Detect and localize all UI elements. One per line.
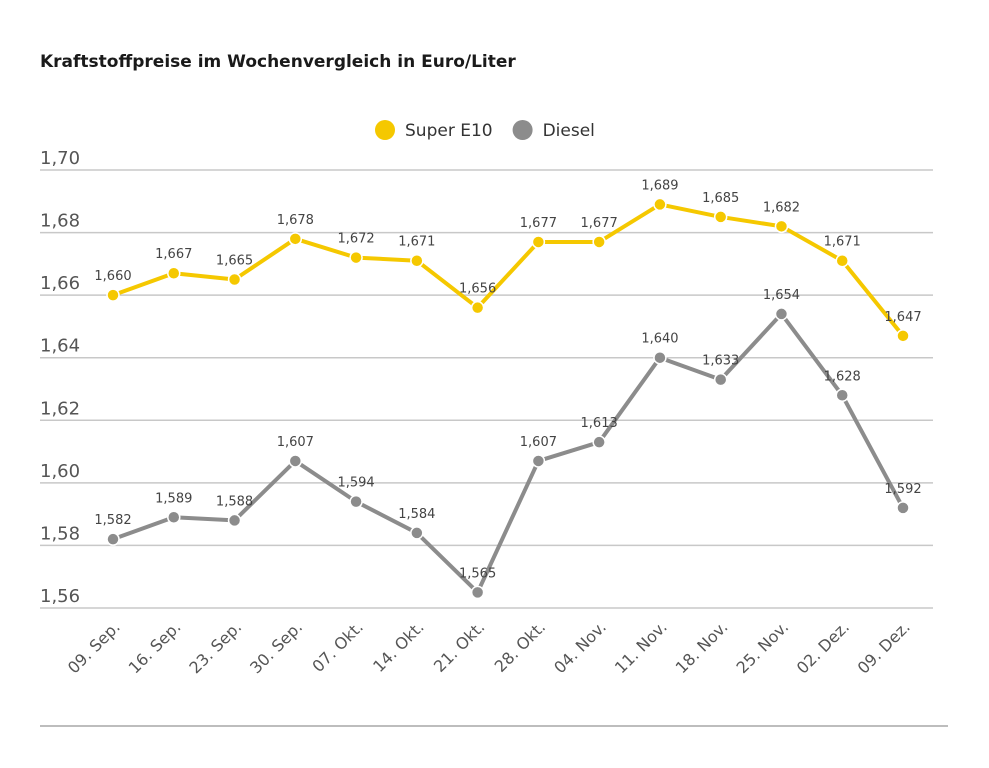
x-tick-label: 09. Sep. <box>64 617 124 677</box>
x-axis: 09. Sep. 16. Sep. 23. Sep. 30. Sep. 07. Okt.… <box>64 617 914 677</box>
data-point <box>774 307 789 321</box>
data-label: 1,565 <box>459 566 496 581</box>
data-point <box>227 513 242 528</box>
data-point <box>531 454 546 468</box>
data-point <box>653 197 667 212</box>
data-label: 1,665 <box>216 254 253 269</box>
data-label: 1,656 <box>459 282 496 297</box>
data-label: 1,677 <box>520 216 557 231</box>
data-point <box>349 494 363 509</box>
data-label: 1,672 <box>337 232 374 247</box>
chart-title: Kraftstoffpreise im Wochenvergleich in E… <box>40 52 516 72</box>
data-point <box>835 253 849 268</box>
data-label: 1,682 <box>763 200 800 215</box>
data-point <box>470 585 485 600</box>
x-tick-label: 02. Dez. <box>793 617 853 677</box>
data-label: 1,607 <box>277 435 314 450</box>
data-point <box>713 372 728 387</box>
x-tick-label: 30. Sep. <box>246 617 306 677</box>
data-point <box>227 272 242 287</box>
data-point <box>592 435 606 449</box>
data-point <box>653 350 667 365</box>
data-point <box>774 219 789 234</box>
data-label: 1,582 <box>94 513 131 528</box>
data-point <box>106 532 120 546</box>
y-tick-label: 1,56 <box>40 586 80 607</box>
data-label: 1,640 <box>641 332 678 347</box>
x-tick-label: 16. Sep. <box>125 617 185 677</box>
series-diesel: 1,582 1,589 1,588 1,607 1,594 1,584 1,565 1,607… <box>94 288 922 600</box>
x-tick-label: 25. Nov. <box>732 617 792 677</box>
x-tick-label: 21. Okt. <box>430 617 489 676</box>
data-label: 1,588 <box>216 494 253 509</box>
data-point <box>835 388 849 403</box>
x-tick-label: 11. Nov. <box>611 617 671 677</box>
data-label: 1,647 <box>884 310 921 325</box>
data-point <box>167 266 181 280</box>
series-line <box>112 311 905 595</box>
y-tick-label: 1,58 <box>40 523 80 544</box>
data-point <box>288 232 303 246</box>
data-point <box>592 235 606 249</box>
x-tick-label: 09. Dez. <box>854 617 914 677</box>
grid: 1,70 1,68 1,66 1,64 1,62 1,60 1,58 1,56 <box>40 148 933 609</box>
y-tick-label: 1,68 <box>40 211 80 232</box>
data-point <box>106 288 120 302</box>
data-point <box>167 510 181 525</box>
y-tick-label: 1,60 <box>40 461 80 482</box>
x-tick-label: 23. Sep. <box>185 617 245 677</box>
data-label: 1,589 <box>155 491 192 506</box>
y-tick-label: 1,62 <box>40 398 80 419</box>
data-point <box>410 253 424 268</box>
data-point <box>349 250 363 265</box>
data-label: 1,671 <box>824 235 861 250</box>
legend: Super E10 Diesel <box>375 120 595 141</box>
data-label: 1,667 <box>155 247 192 262</box>
x-tick-label: 07. Okt. <box>308 617 367 676</box>
y-tick-label: 1,66 <box>40 273 80 294</box>
data-label: 1,654 <box>763 288 800 303</box>
data-point <box>288 454 303 468</box>
data-label: 1,677 <box>581 216 618 231</box>
data-label: 1,594 <box>337 476 374 491</box>
x-tick-label: 04. Nov. <box>550 617 610 677</box>
legend-label: Super E10 <box>405 121 493 141</box>
series-super-e10: 1,660 1,667 1,665 1,678 1,672 1,671 1,656 1,677… <box>94 178 922 343</box>
x-tick-label: 18. Nov. <box>672 617 732 677</box>
x-tick-label: 14. Okt. <box>369 617 428 676</box>
legend-marker <box>375 120 395 140</box>
legend-label: Diesel <box>543 121 595 141</box>
data-label: 1,660 <box>94 269 131 284</box>
data-label: 1,592 <box>884 482 921 497</box>
data-label: 1,671 <box>398 235 435 250</box>
data-label: 1,628 <box>824 369 861 384</box>
series-line <box>112 202 905 338</box>
series: 1,660 1,667 1,665 1,678 1,672 1,671 1,656 1,677… <box>94 178 922 600</box>
legend-marker <box>512 120 533 140</box>
data-point <box>896 329 910 343</box>
data-label: 1,584 <box>398 507 435 522</box>
data-point <box>410 526 424 540</box>
data-label: 1,633 <box>702 354 739 369</box>
y-tick-label: 1,64 <box>40 336 80 357</box>
data-point <box>531 235 546 249</box>
data-point <box>470 300 485 315</box>
data-point <box>713 210 728 224</box>
data-label: 1,689 <box>641 178 678 193</box>
data-label: 1,685 <box>702 191 739 206</box>
data-point <box>896 501 910 515</box>
data-label: 1,607 <box>520 435 557 450</box>
x-tick-label: 28. Okt. <box>491 617 550 676</box>
y-tick-label: 1,70 <box>40 148 80 169</box>
data-label: 1,678 <box>277 213 314 228</box>
data-label: 1,613 <box>581 416 618 431</box>
